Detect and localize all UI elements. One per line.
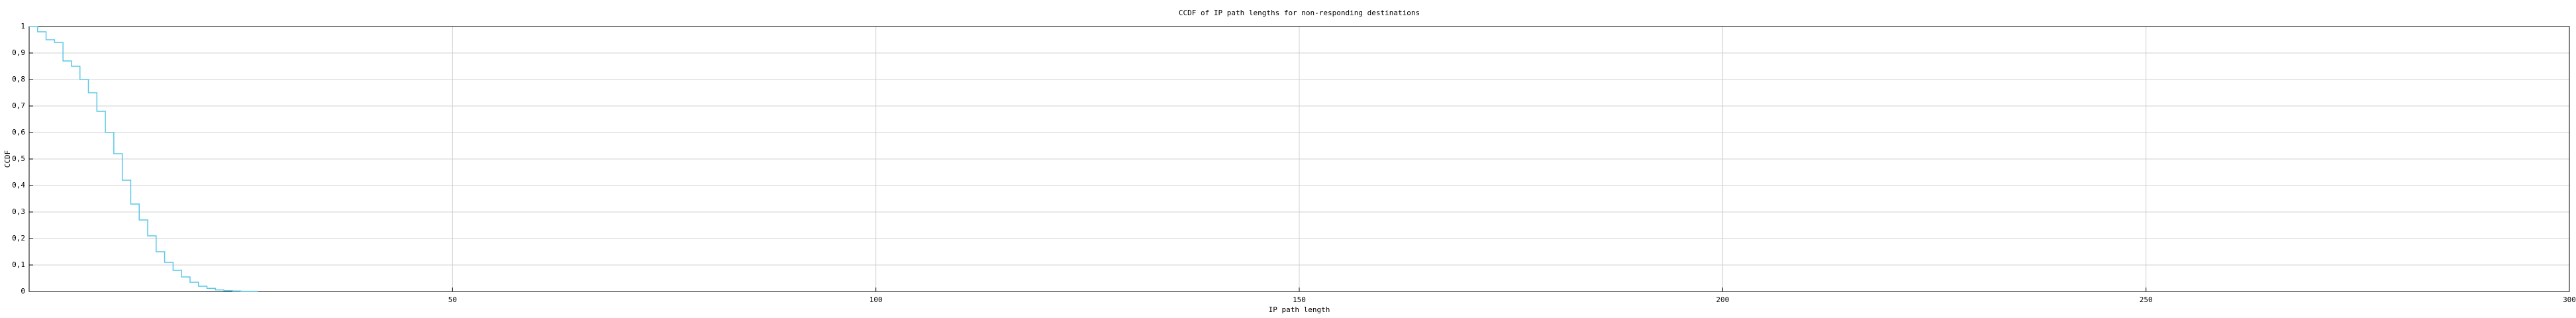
x-axis-label: IP path length bbox=[1269, 305, 1330, 314]
y-axis-label: CCDF bbox=[3, 150, 12, 168]
y-tick-label: 0,7 bbox=[12, 101, 25, 110]
y-tick-label: 0,4 bbox=[12, 181, 25, 189]
x-tick-label: 250 bbox=[2140, 295, 2153, 304]
y-tick-label: 0,1 bbox=[12, 260, 25, 269]
ccdf-line bbox=[29, 26, 258, 292]
x-tick-label: 50 bbox=[448, 295, 457, 304]
y-tick-label: 0,2 bbox=[12, 234, 25, 242]
y-tick-label: 0,6 bbox=[12, 128, 25, 136]
y-tick-label: 0,9 bbox=[12, 48, 25, 57]
y-tick-label: 0,5 bbox=[12, 154, 25, 163]
chart-title: CCDF of IP path lengths for non-respondi… bbox=[1179, 9, 1420, 17]
y-tick-label: 1 bbox=[21, 22, 25, 30]
x-tick-label: 100 bbox=[869, 295, 883, 304]
y-tick-label: 0,3 bbox=[12, 207, 25, 216]
x-tick-label: 150 bbox=[1293, 295, 1306, 304]
x-tick-label: 300 bbox=[2563, 295, 2576, 304]
x-tick-label: 200 bbox=[1716, 295, 1729, 304]
y-tick-label: 0,8 bbox=[12, 75, 25, 83]
plot-frame bbox=[28, 26, 2570, 292]
y-tick-label: 0 bbox=[21, 287, 25, 295]
